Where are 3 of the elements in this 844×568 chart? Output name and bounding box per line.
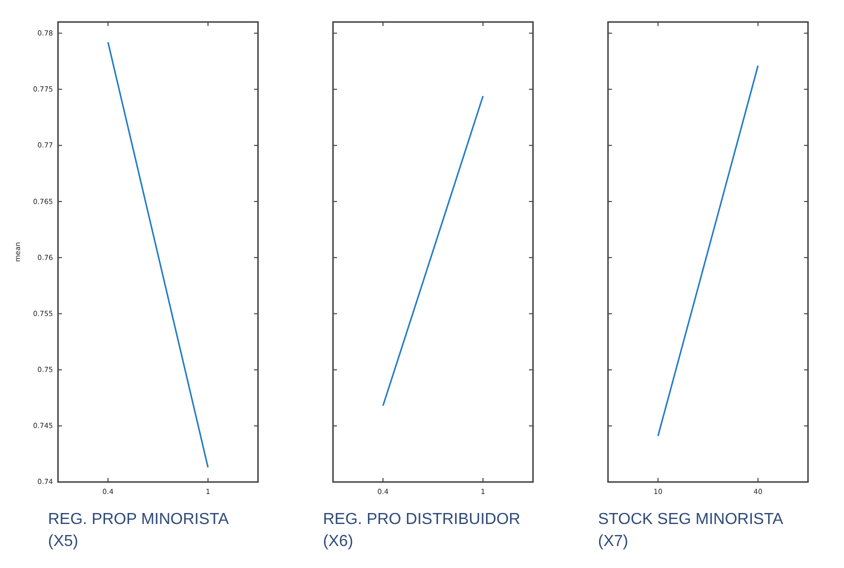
x-axis-title: REG. PROP MINORISTA (X5) [48, 511, 230, 550]
x-axis-title: STOCK SEG MINORISTA (X7) [598, 511, 784, 550]
x-axis-title: REG. PRO DISTRIBUIDOR (X6) [323, 511, 520, 550]
